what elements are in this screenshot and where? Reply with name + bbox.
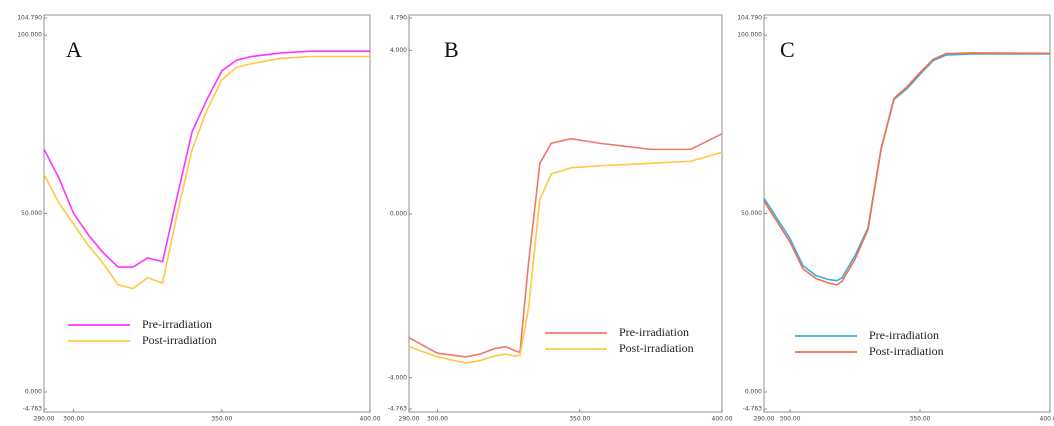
data-line — [408, 151, 723, 364]
x-tick-label: 350.00 — [211, 416, 232, 423]
y-tick-label: 104.790 — [737, 15, 762, 22]
x-tick-label: 300.00 — [427, 416, 448, 423]
legend-label: Pre-irradiation — [619, 325, 689, 339]
y-tick-label: -4.763 — [743, 406, 763, 413]
x-tick-label: 350.00 — [910, 416, 931, 423]
data-line — [763, 53, 1050, 282]
x-tick-label: 290.00 — [34, 416, 55, 423]
legend-label: Pre-irradiation — [869, 328, 939, 342]
y-tick-label: -4.000 — [388, 374, 408, 381]
y-tick-label: 100.000 — [737, 32, 762, 39]
y-tick-label: 4.000 — [390, 47, 407, 54]
plot-frame — [408, 14, 723, 413]
x-tick-label: 400.00 — [360, 416, 381, 423]
legend-label: Post-irradiation — [142, 333, 217, 347]
x-tick-label: 400.00 — [1040, 416, 1054, 423]
data-line — [763, 52, 1051, 286]
legend-label: Post-irradiation — [869, 344, 944, 358]
y-tick-label: 0.000 — [25, 389, 42, 396]
y-tick-label: 50.000 — [21, 210, 42, 217]
data-line — [43, 55, 370, 290]
y-tick-label: 0.000 — [390, 211, 407, 218]
plot-frame — [43, 14, 371, 413]
y-tick-label: 50.000 — [741, 210, 762, 217]
data-line — [43, 50, 370, 268]
legend-label: Pre-irradiation — [142, 317, 212, 331]
x-tick-label: 350.00 — [569, 416, 590, 423]
x-tick-label: 300.00 — [780, 416, 801, 423]
panel-label: B — [444, 37, 459, 62]
panel-label: A — [66, 37, 82, 62]
x-tick-label: 400.00 — [712, 416, 733, 423]
panel-label: C — [780, 37, 795, 62]
y-tick-label: 4.790 — [390, 15, 407, 22]
y-tick-label: 0.000 — [745, 389, 762, 396]
y-tick-label: 100.000 — [17, 32, 42, 39]
legend-label: Post-irradiation — [619, 341, 694, 355]
y-tick-label: -4.763 — [23, 406, 43, 413]
x-tick-label: 290.00 — [754, 416, 775, 423]
y-tick-label: -4.763 — [388, 406, 408, 413]
x-tick-label: 300.00 — [63, 416, 84, 423]
x-tick-label: 290.00 — [399, 416, 420, 423]
y-tick-label: 104.790 — [17, 15, 42, 22]
data-line — [408, 133, 723, 358]
